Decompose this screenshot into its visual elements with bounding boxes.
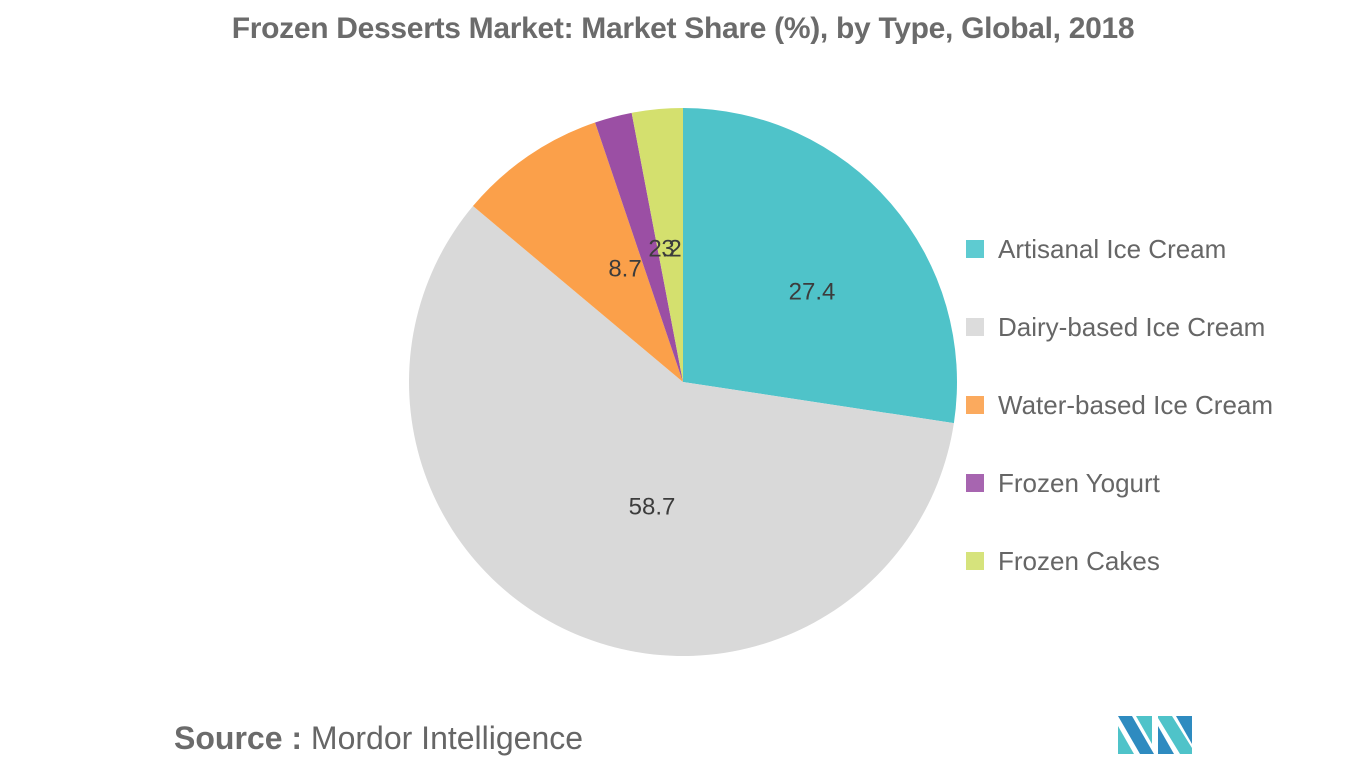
legend-label: Frozen Cakes [998, 545, 1160, 576]
legend: Artisanal Ice Cream Dairy-based Ice Crea… [966, 210, 1273, 600]
legend-item-yogurt: Frozen Yogurt [966, 444, 1273, 522]
pie-slice-frozen-yogurt [595, 112, 683, 382]
slice-value-label: 2.2 [648, 235, 681, 262]
source-note: Source : Mordor Intelligence [174, 720, 583, 757]
chart-title: Frozen Desserts Market: Market Share (%)… [231, 12, 1135, 45]
pie-slice-dairy-based-ice-cream [408, 206, 954, 656]
pie-slice-water-based-ice-cream [472, 122, 683, 383]
slice-value-label: 27.4 [789, 278, 836, 305]
legend-item-dairy: Dairy-based Ice Cream [966, 288, 1273, 366]
source-label: Source : [174, 720, 303, 756]
pie-slice-frozen-cakes [631, 108, 683, 382]
slice-value-label: 58.7 [629, 493, 676, 520]
slice-value-label: 3 [661, 235, 674, 262]
legend-label: Frozen Yogurt [998, 467, 1160, 498]
mordor-logo-icon [1118, 716, 1192, 754]
legend-label: Dairy-based Ice Cream [998, 311, 1266, 342]
pie-slice-artisanal-ice-cream [683, 108, 957, 424]
legend-swatch-icon [966, 318, 984, 336]
legend-label: Water-based Ice Cream [998, 389, 1274, 420]
slice-value-label: 8.7 [608, 255, 641, 282]
legend-swatch-icon [966, 474, 984, 492]
legend-item-water: Water-based Ice Cream [966, 366, 1273, 444]
legend-label: Artisanal Ice Cream [998, 233, 1227, 264]
legend-item-cakes: Frozen Cakes [966, 522, 1273, 600]
legend-swatch-icon [966, 396, 984, 414]
legend-swatch-icon [966, 552, 984, 570]
legend-item-artisanal: Artisanal Ice Cream [966, 210, 1273, 288]
source-value: Mordor Intelligence [310, 720, 584, 756]
legend-swatch-icon [966, 240, 984, 258]
